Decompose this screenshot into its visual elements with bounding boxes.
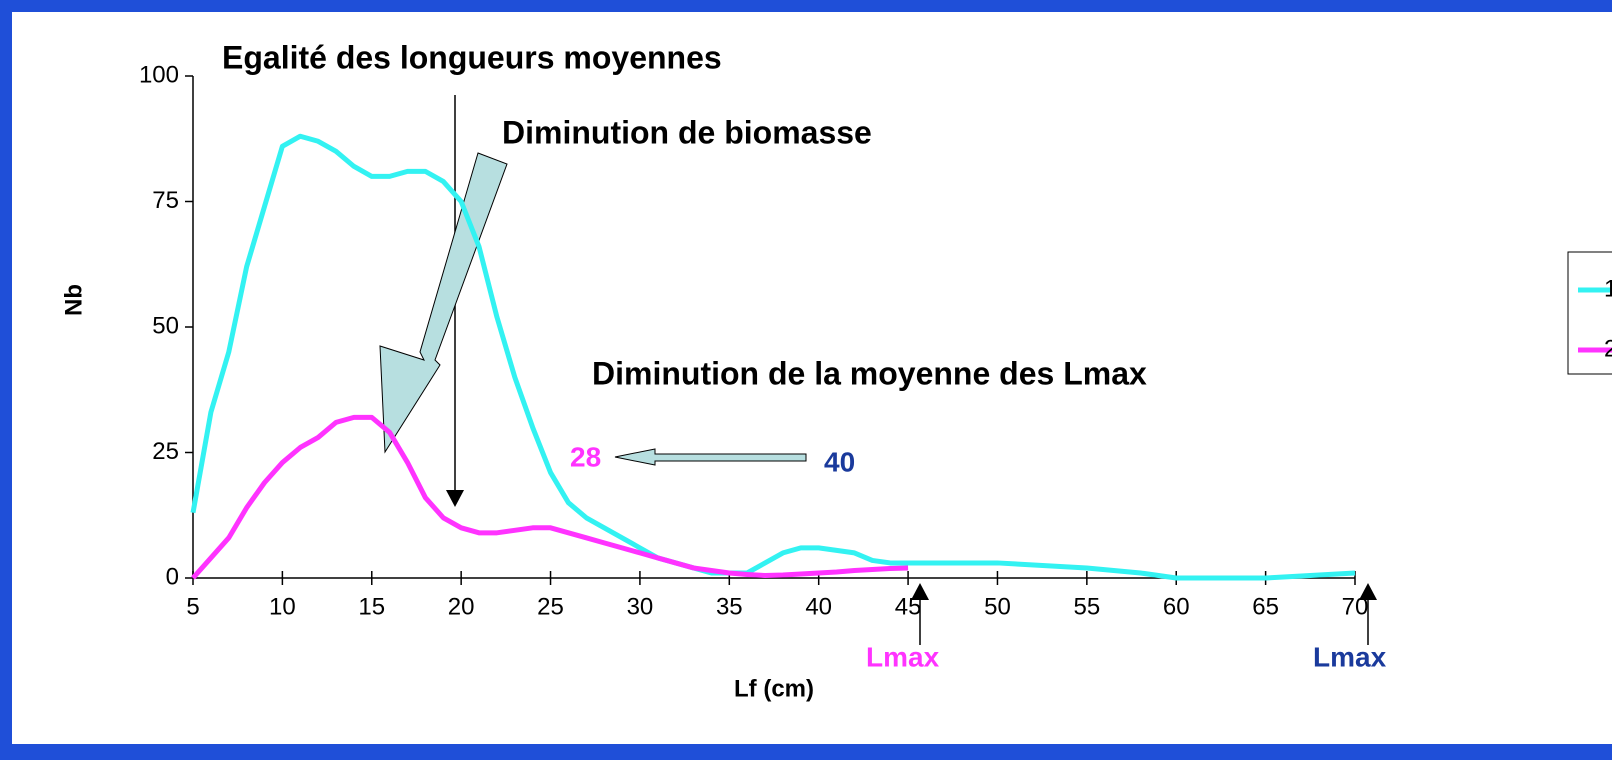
x-tick-label: 25 — [537, 593, 564, 620]
annotation: 40 — [824, 446, 855, 477]
plot-background — [12, 12, 1612, 744]
y-tick-label: 100 — [139, 61, 179, 88]
arrow-head — [911, 583, 929, 600]
series-line — [191, 414, 909, 580]
legend-label: 1992 — [1604, 275, 1612, 302]
x-tick-label: 15 — [358, 593, 385, 620]
x-tick-label: 40 — [805, 593, 832, 620]
x-tick-label: 50 — [984, 593, 1011, 620]
x-tick-label: 55 — [1073, 593, 1100, 620]
y-axis-label: Nb — [60, 284, 87, 316]
annotation: Lmax — [866, 641, 940, 672]
annotation: Egalité des longueurs moyennes — [222, 39, 722, 75]
y-tick-label: 50 — [152, 312, 179, 339]
x-tick-label: 20 — [448, 593, 475, 620]
legend — [1567, 251, 1612, 375]
x-tick-label: 60 — [1163, 593, 1190, 620]
annotation: 28 — [570, 441, 601, 472]
y-tick-label: 25 — [152, 438, 179, 465]
x-tick-label: 45 — [895, 593, 922, 620]
legend-label: 2002 — [1604, 335, 1612, 362]
block-arrow — [614, 448, 807, 466]
arrow-head — [1359, 583, 1377, 600]
x-tick-label: 35 — [716, 593, 743, 620]
annotation: Diminution de la moyenne des Lmax — [592, 355, 1147, 391]
annotation: Lmax — [1313, 641, 1387, 672]
block-arrow — [379, 152, 508, 454]
series-line — [190, 133, 1356, 581]
x-tick-label: 65 — [1252, 593, 1279, 620]
x-tick-label: 10 — [269, 593, 296, 620]
x-tick-label: 70 — [1342, 593, 1369, 620]
x-tick-label: 30 — [627, 593, 654, 620]
x-tick-label: 5 — [186, 593, 199, 620]
arrow-head — [446, 490, 464, 507]
annotation: Diminution de biomasse — [502, 114, 872, 150]
y-tick-label: 75 — [152, 187, 179, 214]
x-axis-label: Lf (cm) — [734, 675, 814, 702]
y-tick-label: 0 — [166, 563, 179, 590]
